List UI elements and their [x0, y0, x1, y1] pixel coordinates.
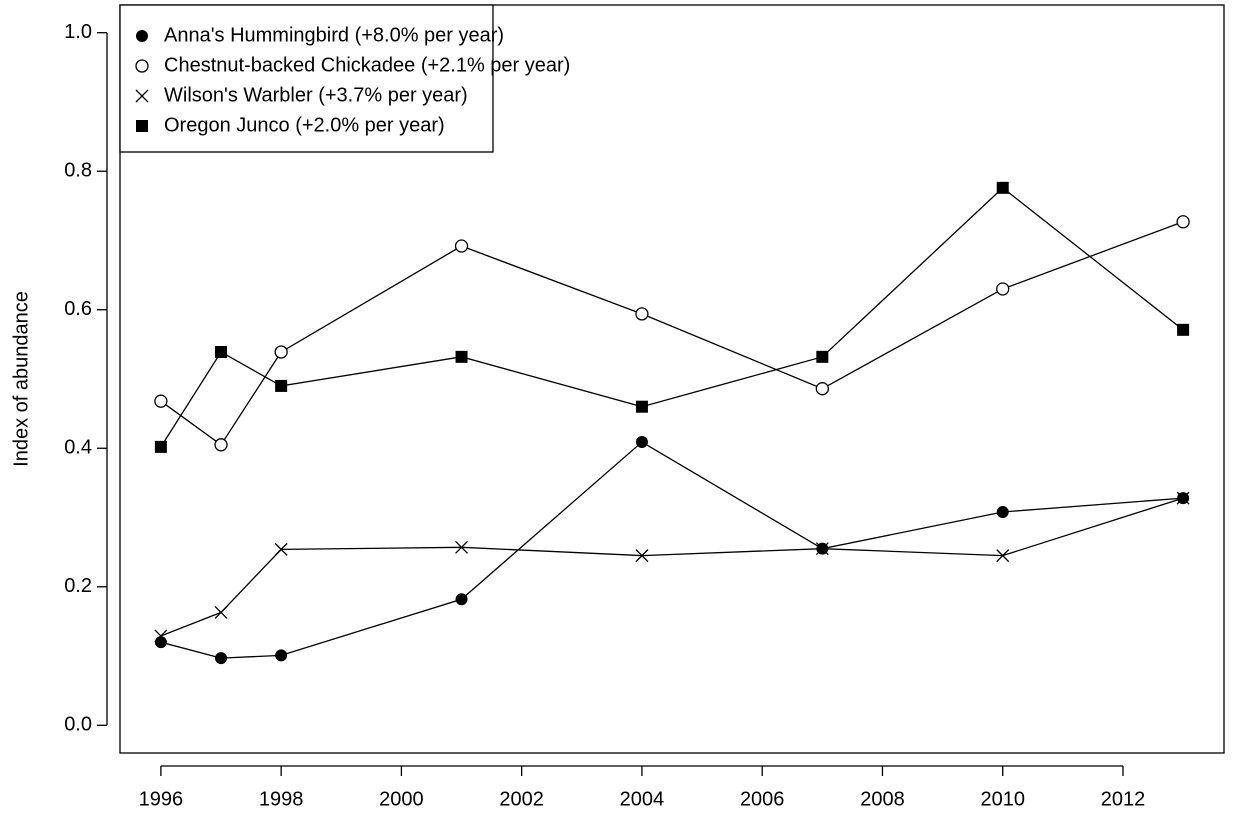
- legend-label: Oregon Junco (+2.0% per year): [164, 114, 445, 136]
- marker: [635, 400, 648, 413]
- y-tick-label: 0.4: [64, 437, 92, 459]
- legend-label: Chestnut-backed Chickadee (+2.1% per yea…: [164, 54, 570, 76]
- series-line: [160, 497, 1184, 637]
- marker: [635, 549, 649, 563]
- series-line: [160, 221, 1184, 446]
- marker: [214, 605, 228, 619]
- marker: [154, 636, 167, 649]
- marker: [1176, 491, 1190, 505]
- y-tick-label: 0.2: [64, 575, 92, 597]
- x-tick-label: 1998: [259, 788, 304, 810]
- marker: [455, 540, 469, 554]
- marker: [455, 593, 468, 606]
- series-line: [160, 441, 1184, 659]
- x-tick-label: 2004: [620, 788, 665, 810]
- legend-label: Wilson's Warbler (+3.7% per year): [164, 84, 468, 106]
- series-line: [160, 186, 1184, 448]
- marker: [274, 542, 288, 556]
- marker: [215, 652, 228, 665]
- marker: [635, 436, 648, 449]
- marker: [154, 440, 167, 453]
- marker: [214, 438, 228, 452]
- y-tick-label: 0.8: [64, 160, 92, 182]
- marker: [275, 649, 288, 662]
- marker: [135, 89, 149, 103]
- marker: [635, 307, 649, 321]
- plot-frame: [119, 4, 1225, 754]
- marker: [136, 30, 148, 42]
- x-tick-label: 2008: [860, 788, 905, 810]
- marker: [1176, 215, 1190, 229]
- marker: [816, 350, 829, 363]
- x-tick-label: 2012: [1101, 788, 1146, 810]
- x-tick-label: 2006: [740, 788, 785, 810]
- legend-box: [119, 4, 494, 153]
- x-tick-label: 2002: [499, 788, 544, 810]
- marker: [455, 350, 468, 363]
- y-tick-label: 0.6: [64, 298, 92, 320]
- marker: [1177, 323, 1190, 336]
- marker: [996, 505, 1009, 518]
- marker: [154, 629, 168, 643]
- marker: [135, 59, 149, 73]
- marker: [996, 181, 1009, 194]
- marker: [454, 239, 469, 253]
- x-tick-label: 1996: [139, 788, 184, 810]
- marker: [275, 379, 288, 392]
- marker: [815, 542, 829, 556]
- y-axis-label: Index of abundance: [10, 291, 32, 467]
- y-tick-label: 1.0: [64, 21, 92, 43]
- marker: [274, 345, 288, 359]
- marker: [815, 382, 829, 396]
- y-tick-label: 0.0: [64, 714, 92, 736]
- marker: [215, 345, 228, 358]
- legend-label: Anna's Hummingbird (+8.0% per year): [164, 24, 504, 46]
- x-tick-label: 2010: [980, 788, 1025, 810]
- marker: [996, 282, 1010, 296]
- x-tick-label: 2000: [379, 788, 424, 810]
- marker: [996, 549, 1010, 563]
- marker: [154, 394, 168, 408]
- marker: [136, 120, 148, 132]
